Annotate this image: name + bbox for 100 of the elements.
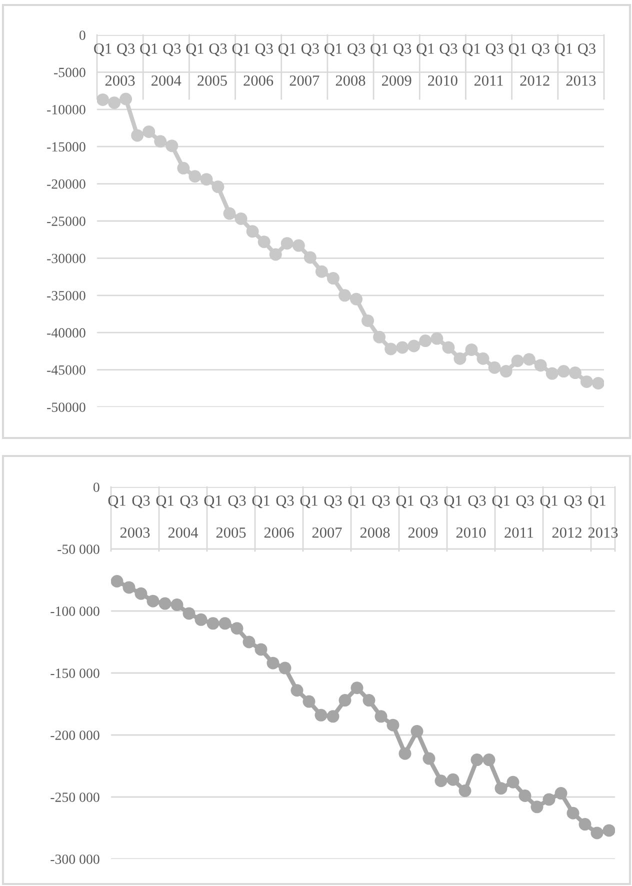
point [494, 782, 508, 795]
y-tick-label: -40000 [47, 328, 86, 338]
annotation: 2009 [382, 75, 412, 86]
point [326, 710, 340, 723]
x-tick-label: Q1 [508, 43, 526, 56]
x-tick-label: Q3 [132, 495, 150, 508]
point [422, 752, 436, 765]
y-tick-label: -30000 [47, 254, 86, 264]
point [177, 162, 190, 174]
point [488, 361, 501, 374]
x-tick-label: Q1 [492, 495, 510, 508]
point [522, 353, 536, 366]
x-tick-label: Q3 [372, 495, 390, 508]
y-tick-label: -45000 [47, 365, 86, 375]
x-tick-label: Q3 [468, 495, 486, 508]
point [142, 125, 156, 138]
point [590, 826, 604, 840]
point [557, 365, 570, 378]
y-tick-label: -35000 [47, 290, 86, 300]
x-tick-label: Q3 [440, 43, 458, 56]
point [269, 248, 282, 261]
x-tick-label: Q3 [163, 43, 181, 56]
y-tick-label: -250 000 [50, 792, 100, 802]
point [454, 352, 466, 365]
point [314, 708, 328, 722]
x-tick-label: Q3 [180, 495, 198, 508]
y-tick-label: 0 [79, 30, 86, 40]
x-tick-label: Q1 [462, 43, 480, 56]
x-tick-label: Q3 [324, 495, 342, 508]
point [506, 776, 520, 788]
x-tick-label: Q1 [278, 43, 296, 56]
point [146, 594, 160, 608]
annotation: 2007 [312, 527, 342, 538]
point [476, 352, 490, 365]
x-tick-label: Q1 [204, 495, 222, 508]
annotation: 2010 [456, 527, 486, 538]
point [350, 682, 364, 694]
point [280, 237, 294, 250]
y-tick-label: -300 000 [50, 854, 100, 864]
x-tick-label: Q1 [396, 495, 414, 508]
point [111, 574, 124, 588]
y-tick-label: -25000 [47, 216, 86, 226]
point [398, 747, 412, 760]
point [230, 622, 244, 635]
y-tick-label: -200 000 [50, 730, 100, 740]
point [530, 800, 544, 814]
point [511, 354, 524, 368]
point [258, 236, 270, 248]
y-tick-label: -100 000 [50, 606, 100, 616]
point [442, 341, 455, 354]
point [304, 251, 316, 264]
point [131, 129, 144, 142]
x-tick-label: Q3 [564, 495, 582, 508]
point [568, 366, 582, 380]
annotation: 2010 [428, 75, 458, 86]
y-tick-label: -15000 [47, 142, 86, 152]
annotation: 2012 [552, 527, 582, 538]
point [254, 643, 268, 656]
point [266, 656, 280, 670]
x-tick-label: Q3 [228, 495, 246, 508]
x-tick-label: Q3 [301, 43, 319, 56]
x-tick-label: Q1 [108, 495, 126, 508]
point [326, 272, 340, 285]
x-tick-label: Q1 [540, 495, 558, 508]
point [458, 784, 472, 798]
annotation: 2005 [198, 75, 227, 86]
y-tick-label: -10000 [47, 104, 86, 114]
point [212, 180, 224, 194]
annotation: 2013 [588, 527, 618, 538]
annotation: 2007 [290, 75, 320, 86]
annotation: 2011 [474, 75, 503, 86]
x-tick-label: Q1 [156, 495, 174, 508]
point [108, 96, 121, 109]
annotation: 2004 [152, 75, 182, 86]
annotation: 2012 [520, 75, 550, 86]
point [542, 793, 556, 806]
point [554, 787, 568, 800]
point [410, 725, 424, 738]
point [315, 265, 328, 278]
x-tick-label: Q3 [117, 43, 135, 56]
y-tick-label: -50000 [47, 402, 86, 412]
point [154, 135, 167, 148]
point [546, 367, 558, 380]
x-tick-label: Q3 [578, 43, 596, 56]
point [518, 790, 532, 802]
point [120, 92, 132, 106]
annotation: 2004 [168, 527, 198, 538]
x-tick-label: Q3 [486, 43, 504, 56]
y-tick-label: -5000 [54, 68, 86, 78]
point [465, 343, 478, 356]
annotation: 2006 [264, 527, 294, 538]
x-tick-label: Q1 [324, 43, 342, 56]
annotation: 2011 [504, 527, 534, 538]
point [234, 212, 248, 226]
point [386, 718, 400, 732]
point [396, 341, 409, 354]
point [278, 662, 292, 674]
annotation: 2009 [408, 527, 438, 538]
y-tick-label: -150 000 [50, 668, 100, 678]
x-tick-label: Q3 [394, 43, 412, 56]
